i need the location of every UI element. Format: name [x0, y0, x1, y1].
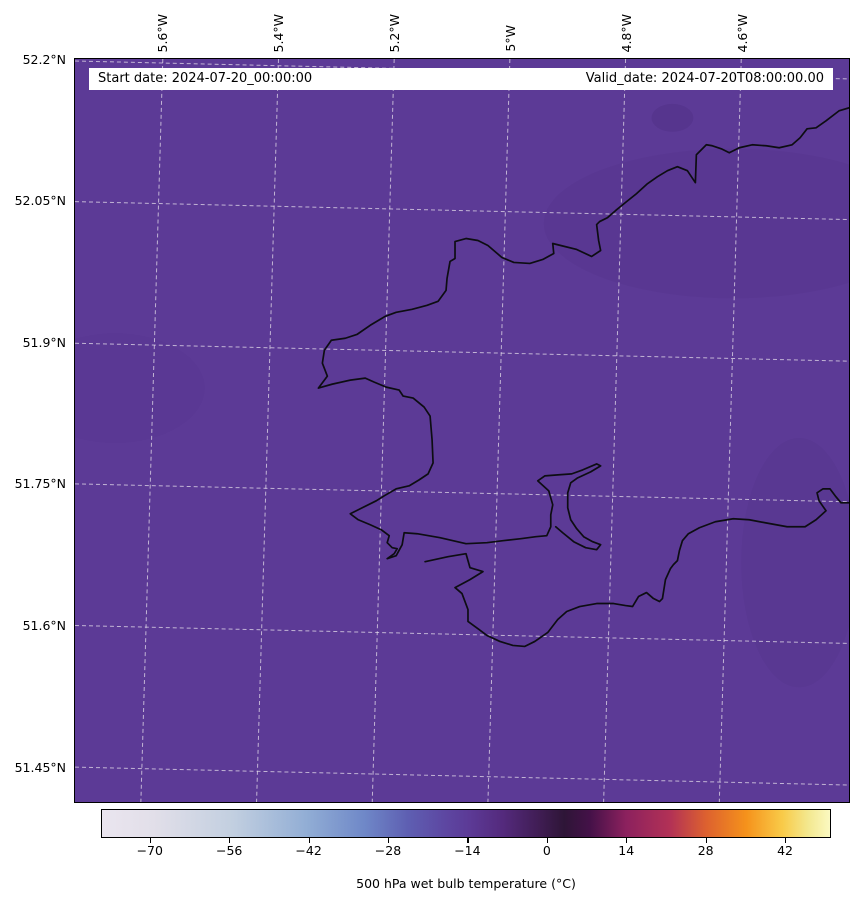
- x-tick-text: 4.8°W: [618, 13, 634, 53]
- colorbar-tick-mark: [546, 838, 548, 843]
- title-strip: Start date: 2024-07-20_00:00:00 Valid_da…: [89, 68, 833, 90]
- y-tick-label: 51.45°N: [14, 760, 66, 775]
- colorbar-tick-label: 28: [697, 843, 714, 858]
- coastline-contours: [317, 107, 849, 648]
- colorbar-tick-mark: [467, 838, 469, 843]
- parallel-gridline: [75, 624, 849, 644]
- colorbar-tick-label: −56: [215, 843, 243, 858]
- parallel-gridline: [75, 766, 849, 786]
- meridian-gridline: [718, 59, 742, 802]
- x-tick-label: 4.8°W: [616, 0, 636, 53]
- meridian-gridline: [256, 59, 279, 802]
- colorbar-tick-label: 42: [777, 843, 793, 858]
- colorbar-tick-label: 14: [618, 843, 635, 858]
- colorbar: [101, 809, 831, 838]
- coastline-path: [317, 107, 849, 560]
- y-tick-label: 51.75°N: [14, 476, 66, 491]
- start-date-label: Start date: 2024-07-20_00:00:00: [98, 71, 313, 86]
- y-tick-label: 52.05°N: [14, 193, 66, 208]
- colorbar-tick-mark: [308, 838, 310, 843]
- colorbar-tick-mark: [626, 838, 628, 843]
- colorbar-tick-label: −28: [374, 843, 402, 858]
- x-tick-label: 5.2°W: [384, 0, 404, 53]
- colorbar-tick-label: 0: [542, 843, 551, 858]
- colorbar-caption: 500 hPa wet bulb temperature (°C): [356, 876, 576, 891]
- valid-date-label: Valid_date: 2024-07-20T08:00:00.00: [585, 71, 824, 86]
- colorbar-tick-mark: [705, 838, 707, 843]
- map-svg: [75, 59, 849, 802]
- y-tick-label: 52.2°N: [22, 52, 66, 67]
- coastline-path: [424, 487, 849, 648]
- colorbar-tick-mark: [229, 838, 231, 843]
- parallel-gridline: [75, 483, 849, 503]
- x-tick-label: 5.4°W: [268, 0, 288, 53]
- x-tick-label: 5.6°W: [152, 0, 172, 53]
- meridian-gridline: [603, 59, 627, 802]
- y-tick-label: 51.9°N: [22, 335, 66, 350]
- x-tick-text: 5.6°W: [154, 13, 170, 53]
- x-tick-text: 5.2°W: [386, 13, 402, 53]
- meridian-gridline: [487, 59, 511, 802]
- meridian-gridline: [371, 59, 395, 802]
- map-plot-area: Start date: 2024-07-20_00:00:00 Valid_da…: [74, 58, 850, 803]
- x-tick-label: 5°W: [500, 0, 520, 52]
- parallel-gridline: [75, 342, 849, 362]
- colorbar-tick-mark: [388, 838, 390, 843]
- y-tick-label: 51.6°N: [22, 618, 66, 633]
- colorbar-tick-mark: [149, 838, 151, 843]
- x-tick-label: 4.6°W: [732, 0, 752, 53]
- colorbar-tick-label: −70: [136, 843, 163, 858]
- colorbar-tick-label: −14: [454, 843, 481, 858]
- meridian-gridline: [140, 59, 164, 802]
- darker-field-patches: [75, 103, 849, 688]
- colorbar-tick-mark: [785, 838, 787, 843]
- colorbar-tick-label: −42: [295, 843, 322, 858]
- x-tick-text: 4.6°W: [734, 13, 750, 53]
- x-tick-text: 5.4°W: [270, 13, 286, 53]
- x-tick-text: 5°W: [502, 25, 518, 52]
- parallel-gridline: [75, 201, 849, 221]
